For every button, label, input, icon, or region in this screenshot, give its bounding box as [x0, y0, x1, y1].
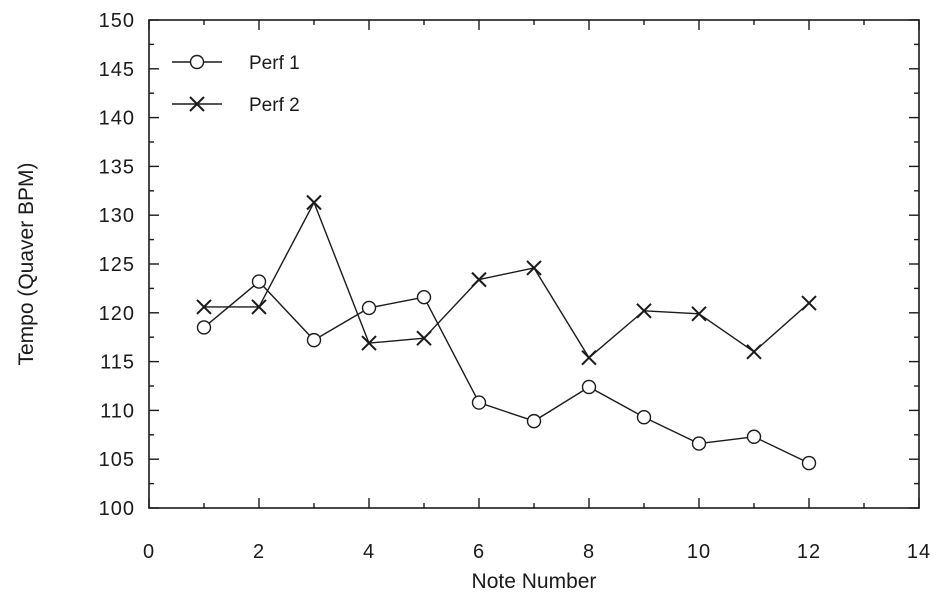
y-tick-label: 105	[99, 449, 135, 471]
y-tick-label: 120	[99, 303, 135, 325]
y-tick-label: 115	[100, 352, 135, 374]
data-point	[801, 295, 817, 311]
data-point	[746, 429, 762, 444]
y-tick-label: 145	[99, 59, 135, 81]
y-tick-label: 140	[99, 108, 135, 130]
x-tick-label: 12	[797, 541, 821, 563]
legend-marker-perf-2	[189, 96, 205, 112]
y-tick-label: 130	[99, 205, 135, 227]
plot-frame	[148, 19, 920, 509]
y-tick-label: 150	[99, 10, 135, 32]
axis-tick-labels: 0 2 4 6 8 10 12 14 100 105 110 115 120 125 130 135 140 14…	[99, 10, 931, 563]
x-tick-label: 8	[583, 541, 595, 563]
legend-label-perf-2: Perf 2	[249, 95, 300, 116]
series-perf-1	[196, 274, 817, 471]
data-point	[636, 303, 652, 319]
x-tick-label: 6	[473, 541, 485, 563]
series-layer	[196, 194, 817, 471]
data-point	[196, 320, 212, 335]
x-tick-label: 4	[363, 541, 375, 563]
data-point	[416, 330, 432, 346]
data-point	[251, 274, 267, 289]
y-tick-label: 100	[99, 498, 135, 520]
data-point	[746, 344, 762, 360]
data-point	[471, 395, 487, 410]
data-point	[526, 413, 542, 429]
legend-marker-perf-1	[189, 54, 205, 70]
series-perf-2	[196, 194, 817, 366]
data-point	[361, 300, 377, 316]
y-tick-label: 135	[99, 156, 135, 178]
x-axis-title: Note Number	[472, 570, 597, 593]
series-line	[204, 201, 810, 359]
y-axis-title: Tempo (Quaver BPM)	[15, 162, 38, 365]
data-point	[801, 455, 817, 471]
x-tick-label: 0	[143, 541, 155, 563]
data-point	[361, 335, 377, 351]
data-point	[251, 299, 267, 315]
y-tick-label: 125	[99, 254, 135, 276]
y-tick-label: 110	[100, 400, 135, 422]
data-point	[526, 260, 542, 276]
data-point	[636, 410, 652, 425]
axis-ticks	[148, 19, 920, 509]
data-point	[691, 436, 707, 451]
legend-label-perf-1: Perf 1	[249, 53, 300, 74]
data-point	[471, 271, 487, 288]
x-tick-label: 14	[907, 541, 931, 563]
data-point	[306, 194, 322, 211]
data-point	[581, 349, 597, 366]
x-tick-label: 10	[687, 541, 711, 563]
series-line	[203, 280, 810, 464]
legend: Perf 1 Perf 2	[172, 53, 300, 116]
data-point	[416, 289, 432, 305]
data-point	[581, 379, 597, 395]
x-tick-label: 2	[253, 541, 265, 563]
data-point	[691, 306, 707, 322]
data-point	[196, 299, 212, 315]
data-point	[306, 332, 322, 348]
